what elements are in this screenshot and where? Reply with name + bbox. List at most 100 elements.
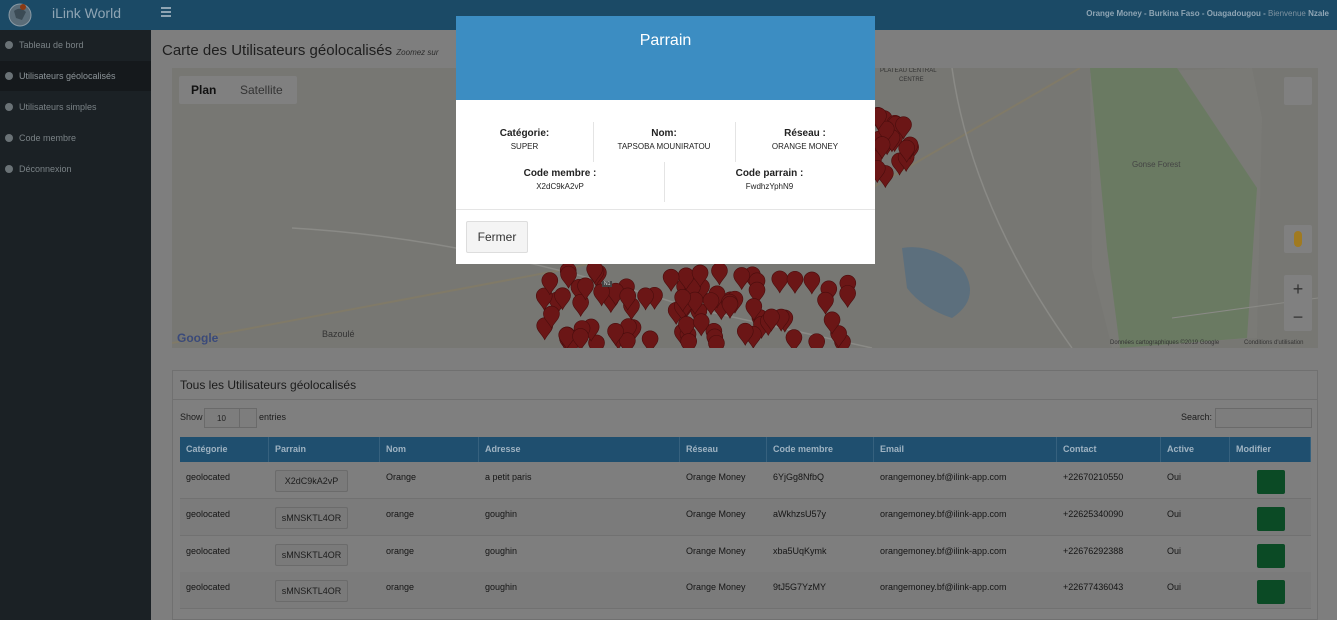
map-marker[interactable] [678, 316, 695, 340]
sidebar-item[interactable]: Déconnexion [0, 154, 151, 184]
map-marker[interactable] [733, 267, 750, 291]
map-marker[interactable] [641, 330, 659, 348]
column-header[interactable]: Contact [1057, 437, 1161, 462]
column-header[interactable]: Réseau [680, 437, 767, 462]
column-header[interactable]: Active [1161, 437, 1230, 462]
map-marker[interactable] [637, 287, 654, 311]
icon [5, 41, 13, 49]
column-header[interactable]: Catégorie [180, 437, 269, 462]
map-marker[interactable] [823, 311, 841, 335]
map-marker[interactable] [572, 328, 589, 348]
map-marker[interactable] [708, 335, 725, 348]
column-header[interactable]: Parrain [269, 437, 380, 462]
map-marker[interactable] [839, 285, 856, 309]
brand: iLink World [52, 5, 121, 21]
column-header[interactable]: Nom [380, 437, 479, 462]
map-marker[interactable] [541, 272, 559, 296]
map-marker[interactable] [808, 333, 825, 348]
map-terms[interactable]: Conditions d'utilisation [1244, 340, 1304, 346]
map-plan[interactable]: Plan [191, 83, 217, 97]
map-marker[interactable] [607, 323, 624, 346]
map-marker[interactable] [686, 291, 704, 315]
parrain-button[interactable]: sMNSKTL4OR [275, 507, 348, 529]
close-button[interactable]: Fermer [466, 221, 528, 253]
map-marker[interactable] [691, 264, 709, 288]
map-marker[interactable] [662, 268, 680, 292]
map-marker[interactable] [593, 283, 610, 307]
map-marker[interactable] [577, 277, 594, 301]
map-marker[interactable] [543, 305, 560, 329]
sidebar-label: Tableau de bord [19, 40, 84, 50]
sidebar-item[interactable]: Utilisateurs simples [0, 92, 151, 122]
map-marker[interactable] [748, 281, 766, 305]
page-title: Carte des Utilisateurs géolocalisés Zoom… [162, 42, 439, 59]
edit-button[interactable] [1257, 580, 1285, 604]
panel-title: Tous les Utilisateurs géolocalisés [180, 378, 357, 392]
map-marker[interactable] [873, 136, 891, 160]
map-marker[interactable] [560, 265, 577, 289]
menu-toggle[interactable] [161, 7, 171, 17]
column-header[interactable]: Adresse [479, 437, 680, 462]
place-label: PLATEAU CENTRAL [880, 68, 937, 74]
map-marker[interactable] [785, 329, 803, 348]
search-label: Search: [1181, 412, 1213, 422]
map-marker[interactable] [619, 287, 637, 311]
map-marker[interactable] [830, 325, 847, 348]
street-view[interactable] [1284, 225, 1312, 253]
edit-button[interactable] [1257, 470, 1285, 494]
map-marker[interactable] [558, 326, 575, 348]
map-satellite[interactable]: Satellite [240, 83, 283, 97]
map-marker[interactable] [786, 271, 804, 294]
sidebar-item[interactable]: Utilisateurs géolocalisés [0, 61, 151, 91]
map-marker[interactable] [702, 292, 720, 316]
sidebar-item[interactable]: Code membre [0, 123, 151, 153]
length-select[interactable]: 10 [204, 408, 257, 428]
column-header[interactable]: Modifier [1230, 437, 1311, 462]
fullscreen-button[interactable] [1284, 77, 1312, 105]
sidebar-label: Code membre [19, 133, 77, 143]
sidebar-item[interactable]: Tableau de bord [0, 30, 151, 60]
table-cell: a petit paris [485, 472, 532, 482]
parrain-button[interactable]: sMNSKTL4OR [275, 580, 348, 602]
zoom-in[interactable]: + [1292, 279, 1304, 299]
length-suffix: entries [259, 412, 287, 422]
map-marker[interactable] [877, 120, 895, 144]
zoom-out[interactable]: − [1292, 307, 1304, 327]
edit-button[interactable] [1257, 544, 1285, 568]
field-value: SUPER [510, 142, 539, 151]
map-marker[interactable] [745, 298, 763, 322]
map-marker[interactable] [763, 308, 780, 332]
field-label: Code membre : [523, 168, 597, 179]
table-cell: orange [386, 582, 415, 592]
map-marker[interactable] [803, 271, 821, 295]
map-marker[interactable] [619, 332, 636, 348]
parrain-button[interactable]: X2dC9kA2vP [275, 470, 348, 492]
map-marker[interactable] [674, 289, 691, 312]
table-row [180, 572, 1311, 609]
map-marker[interactable] [711, 262, 728, 286]
modal-header: Parrain [456, 16, 875, 100]
map-marker[interactable] [572, 294, 589, 317]
search-input[interactable] [1215, 408, 1312, 428]
map-marker[interactable] [535, 287, 553, 311]
map-marker[interactable] [736, 322, 754, 346]
field-label: Catégorie: [499, 128, 550, 139]
map-marker[interactable] [895, 116, 912, 140]
parrain-button[interactable]: sMNSKTL4OR [275, 544, 348, 566]
map-marker[interactable] [771, 270, 789, 294]
column-header[interactable]: Code membre [767, 437, 874, 462]
column-header[interactable]: Email [874, 437, 1057, 462]
map-marker[interactable] [554, 287, 571, 311]
map-marker[interactable] [817, 291, 834, 315]
map-marker[interactable] [680, 333, 697, 348]
edit-button[interactable] [1257, 507, 1285, 531]
divider [735, 122, 736, 162]
zoom-control[interactable]: + − [1284, 275, 1312, 331]
icon [5, 72, 13, 80]
map-marker[interactable] [677, 267, 695, 291]
table-cell: Oui [1167, 509, 1182, 519]
table-cell: orangemoney.bf@ilink-app.com [880, 582, 1007, 592]
map-marker[interactable] [721, 295, 739, 319]
map-marker[interactable] [692, 313, 710, 337]
map-marker[interactable] [898, 139, 916, 163]
